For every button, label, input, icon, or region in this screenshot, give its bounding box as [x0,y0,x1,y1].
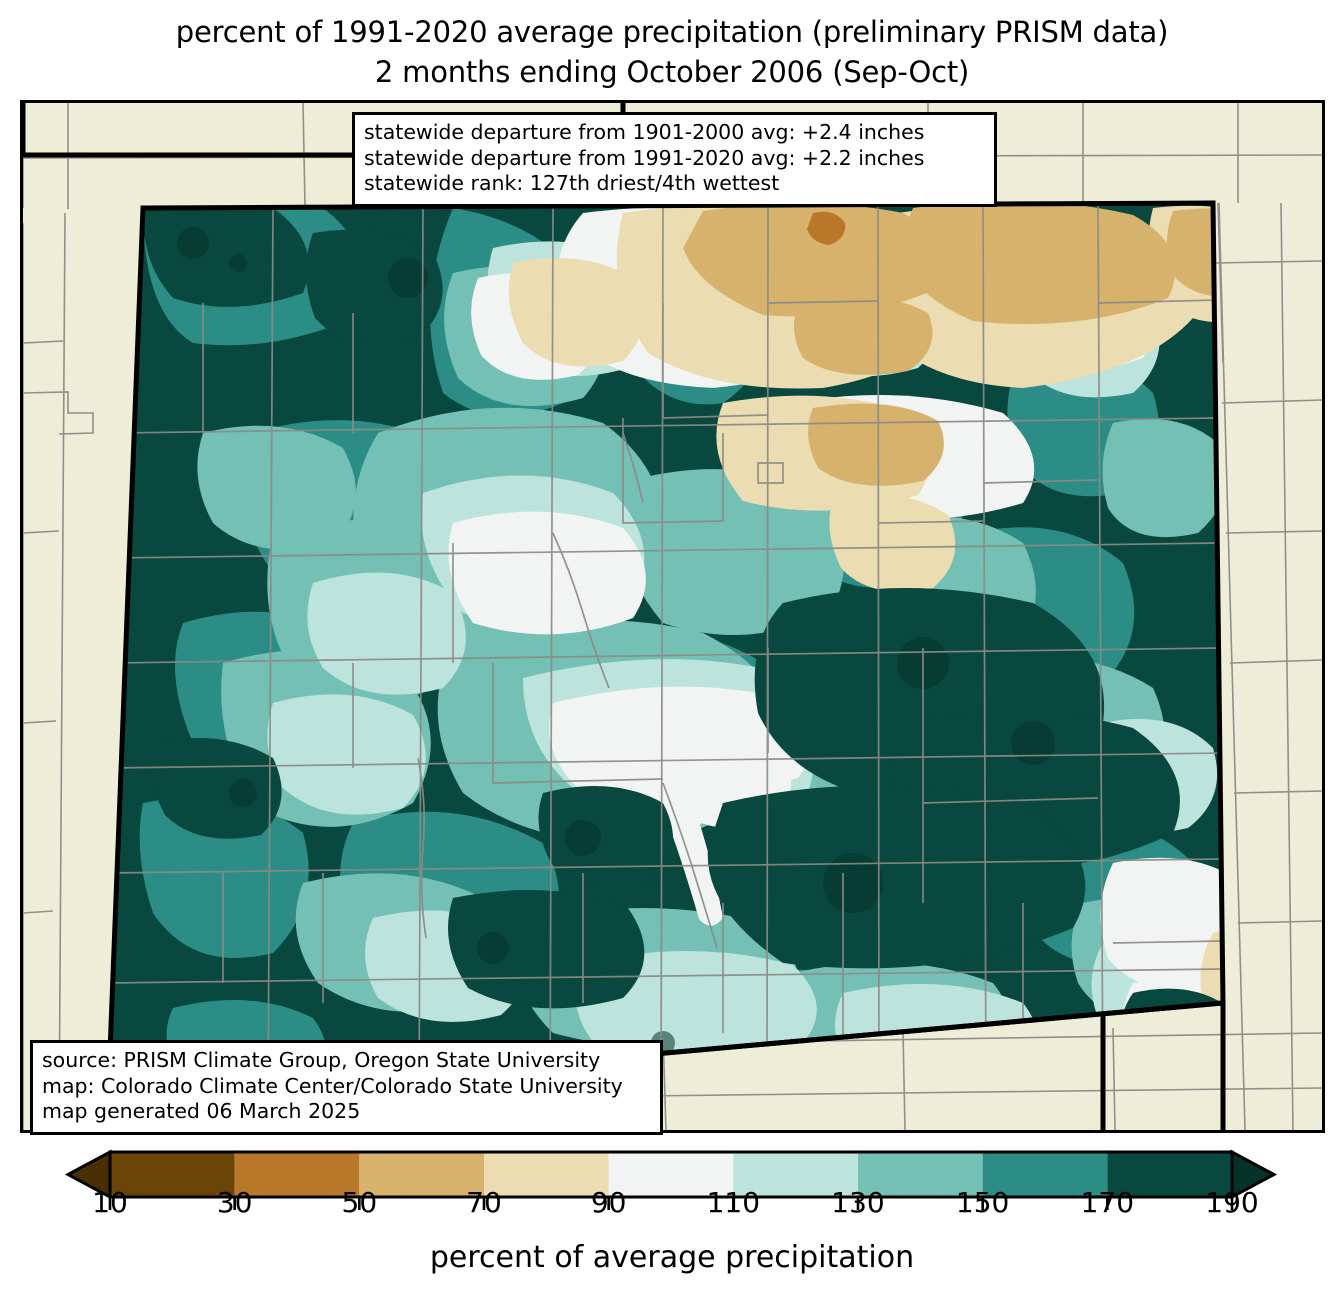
colorbar-svg [64,1149,1278,1210]
page-title: percent of 1991-2020 average precipitati… [0,12,1344,92]
statewide-stats-box: statewide departure from 1901-2000 avg: … [352,112,997,207]
colorbar-tick-label-70: 70 [466,1186,502,1219]
contour-band-above-190 [177,227,1197,1078]
colorbar-tick-label-10: 10 [92,1186,128,1219]
colorbar-band-3 [484,1152,609,1197]
colorbar-legend: 10 30 50 70 90 110 130 150 170 190 percent of ave… [0,1140,1344,1300]
stats-line-1: statewide departure from 1901-2000 avg: … [364,120,925,144]
colorbar-tick-label-90: 90 [590,1186,627,1219]
colorbar-outline [108,1150,1234,1199]
colorbar-ticks [108,1197,1234,1210]
source-line-1: source: PRISM Climate Group, Oregon Stat… [42,1048,601,1072]
colorbar-tick-label-110: 110 [706,1186,761,1219]
colorbar-band-0 [110,1152,235,1197]
colorbar-tick-label-30: 30 [216,1186,253,1219]
colorbar-tick-labels: 10 30 50 70 90 110 130 150 170 190 [0,1186,1344,1226]
colorbar-band-5 [733,1152,858,1197]
source-line-2: map: Colorado Climate Center/Colorado St… [42,1073,623,1098]
colorbar-band-8 [1107,1152,1232,1197]
colorbar-tick-label-190: 190 [1205,1186,1259,1219]
colorbar-band-6 [858,1152,983,1197]
colorbar-band-7 [982,1152,1108,1197]
colorado-precipitation-choropleth [23,103,1322,1130]
title-line-1: percent of 1991-2020 average precipitati… [175,15,1169,49]
colorbar-band-1 [234,1152,360,1197]
colorbar-tick-label-130: 130 [831,1186,885,1219]
source-credits-box: source: PRISM Climate Group, Oregon Stat… [30,1040,663,1135]
colorbar-tick-label-170: 170 [1080,1186,1135,1219]
colorbar-band-2 [359,1152,484,1197]
colorado-county-lines [108,203,1223,1103]
colorbar-axis-label: percent of average precipitation [429,1240,915,1275]
title-line-2: 2 months ending October 2006 (Sep-Oct) [374,55,970,89]
colorbar-tick-label-50: 50 [341,1186,378,1219]
stats-line-3: statewide rank: 127th driest/4th wettest [364,171,780,195]
stats-line-2: statewide departure from 1991-2020 avg: … [364,145,925,170]
colorbar-band-4 [608,1152,734,1197]
colorbar-tick-label-150: 150 [955,1186,1010,1219]
colorbar-bands [64,1149,1278,1200]
contour-band-50-70 [683,203,1223,486]
map-canvas [20,100,1325,1133]
source-line-3: map generated 06 March 2025 [42,1099,361,1123]
contour-band-30-50 [807,211,846,245]
